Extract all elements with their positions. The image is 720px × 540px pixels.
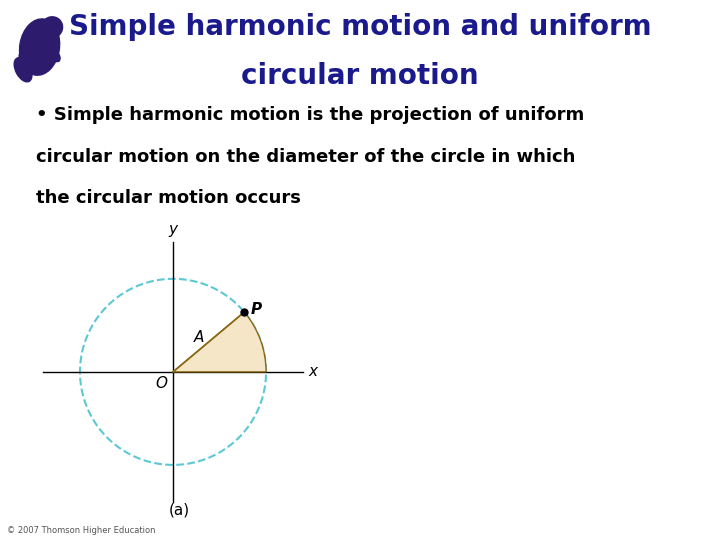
Text: x: x [308,364,317,380]
Text: the circular motion occurs: the circular motion occurs [36,189,301,207]
Wedge shape [173,312,266,372]
Ellipse shape [19,19,60,75]
Ellipse shape [41,17,63,38]
Text: (a): (a) [169,502,190,517]
Ellipse shape [19,45,31,59]
Ellipse shape [14,58,32,82]
Ellipse shape [22,34,36,45]
Text: A: A [194,329,204,345]
Text: © 2007 Thomson Higher Education: © 2007 Thomson Higher Education [7,525,156,535]
Text: Simple harmonic motion and uniform: Simple harmonic motion and uniform [68,13,652,41]
Ellipse shape [43,34,58,45]
Text: circular motion: circular motion [241,62,479,90]
Text: y: y [168,222,178,237]
Text: • Simple harmonic motion is the projection of uniform: • Simple harmonic motion is the projecti… [36,106,584,124]
Text: circular motion on the diameter of the circle in which: circular motion on the diameter of the c… [36,147,575,166]
Ellipse shape [48,48,60,62]
Text: φ: φ [194,355,204,370]
Text: O: O [155,376,167,392]
Text: P: P [251,302,262,317]
